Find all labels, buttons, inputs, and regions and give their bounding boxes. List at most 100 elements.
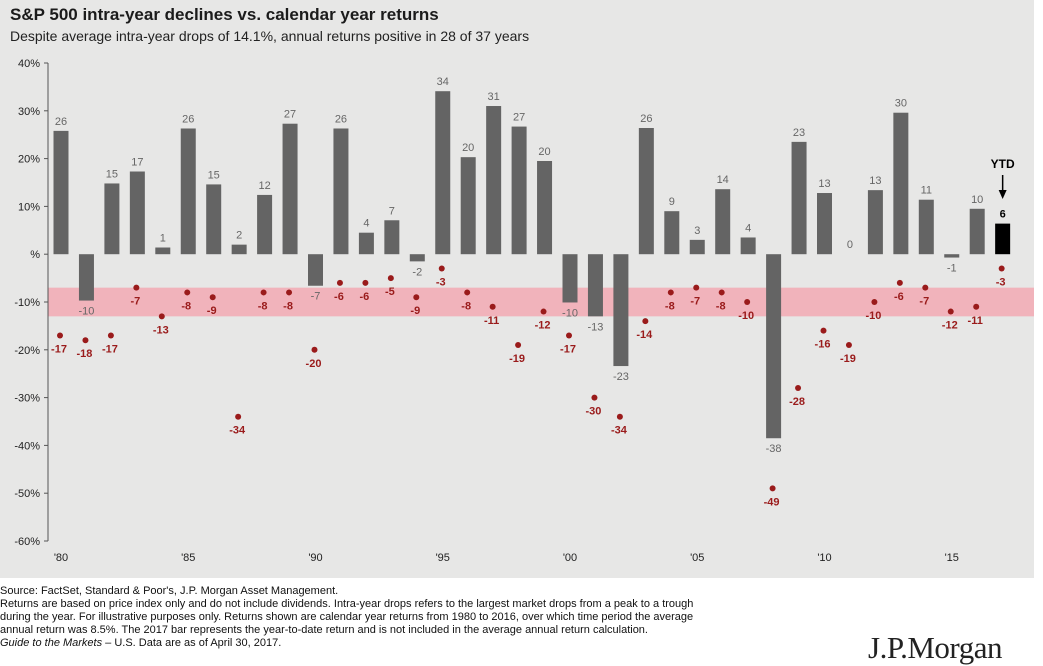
- decline-dot: [871, 299, 878, 305]
- return-label: 11: [921, 185, 932, 197]
- decline-label: -8: [665, 300, 675, 312]
- return-bar: [409, 254, 425, 262]
- return-label: -13: [587, 321, 603, 333]
- decline-dot: [413, 294, 420, 301]
- decline-dot: [998, 265, 1005, 272]
- y-tick-label: -40%: [14, 440, 40, 452]
- return-label: -38: [766, 443, 782, 455]
- decline-dot: [362, 279, 369, 286]
- return-label: 15: [208, 169, 220, 181]
- decline-dot: [566, 332, 572, 339]
- decline-dot: [107, 332, 114, 339]
- return-bar: [129, 171, 145, 255]
- footnote-line-2: during the year. For illustrative purpos…: [0, 611, 694, 623]
- decline-label: -6: [334, 291, 344, 303]
- decline-label: -14: [636, 329, 653, 341]
- return-bar: [638, 128, 654, 255]
- decline-label: -10: [865, 310, 881, 322]
- decline-dot: [820, 327, 827, 334]
- decline-label: -19: [840, 353, 856, 365]
- y-tick-label: 40%: [18, 58, 40, 70]
- decline-label: -8: [283, 300, 293, 312]
- return-label: 7: [389, 205, 395, 217]
- decline-label: -5: [385, 286, 395, 298]
- source-note: Source: FactSet, Standard & Poor's, J.P.…: [0, 585, 339, 597]
- x-tick-label: '10: [817, 552, 831, 564]
- return-bar: [53, 130, 69, 255]
- decline-dot: [845, 342, 852, 349]
- return-label: 20: [462, 142, 474, 154]
- decline-label: -8: [181, 300, 191, 312]
- footnote-line-1: Returns are based on price index only an…: [0, 598, 694, 610]
- guide-note: Guide to the Markets – U.S. Data are as …: [0, 637, 830, 650]
- chart-subtitle: Despite average intra-year drops of 14.1…: [10, 28, 530, 44]
- decline-dot: [184, 289, 191, 296]
- return-label: 0: [847, 239, 853, 251]
- return-label: 27: [513, 112, 525, 124]
- return-bar: [486, 106, 502, 255]
- decline-dot: [158, 313, 165, 320]
- decline-label: -19: [509, 353, 525, 365]
- return-bar: [180, 128, 196, 255]
- decline-label: -34: [229, 425, 246, 437]
- decline-label: -7: [919, 296, 929, 308]
- return-label: 10: [971, 194, 983, 206]
- return-label: 34: [437, 76, 449, 88]
- footnotes: Source: FactSet, Standard & Poor's, J.P.…: [0, 585, 830, 650]
- return-bar: [511, 126, 527, 255]
- decline-dot: [133, 284, 140, 291]
- decline-label: -13: [153, 324, 169, 336]
- x-tick-label: '85: [181, 552, 195, 564]
- return-bar: [155, 247, 171, 255]
- x-tick-label: '15: [945, 552, 959, 564]
- decline-dot: [260, 289, 267, 296]
- jpmorgan-logo: J.P.Morgan: [868, 630, 1002, 665]
- return-label: 17: [131, 157, 143, 169]
- return-bar: [435, 91, 451, 255]
- return-bar: [817, 193, 832, 255]
- return-label: -1: [947, 263, 957, 275]
- decline-dot: [667, 289, 674, 296]
- decline-dot: [616, 413, 623, 420]
- guide-date: – U.S. Data are as of April 30, 2017.: [102, 637, 282, 649]
- decline-label: -8: [258, 300, 268, 312]
- return-bar: [587, 254, 603, 317]
- decline-label: -12: [535, 320, 551, 332]
- return-label: 12: [258, 180, 270, 192]
- return-label: 26: [182, 113, 194, 125]
- return-bar: [893, 112, 909, 255]
- return-label: 9: [669, 196, 675, 208]
- decline-label: -49: [764, 496, 780, 508]
- return-bar: [791, 141, 807, 255]
- decline-dot: [642, 318, 649, 325]
- return-bar: [257, 194, 273, 255]
- decline-dot: [922, 284, 929, 291]
- return-bar: [460, 157, 476, 255]
- decline-dot: [387, 275, 394, 282]
- return-bar: [715, 189, 731, 255]
- y-tick-label: -50%: [14, 488, 40, 500]
- ytd-label: YTD: [991, 157, 1015, 171]
- y-tick-label: 10%: [18, 201, 40, 213]
- decline-label: -6: [360, 291, 370, 303]
- decline-label: -11: [484, 315, 499, 327]
- decline-label: -20: [306, 358, 322, 370]
- x-tick-label: '00: [563, 552, 577, 564]
- return-label: 4: [363, 218, 369, 230]
- decline-label: -17: [102, 343, 118, 355]
- decline-dot: [209, 294, 216, 301]
- x-tick-label: '80: [54, 552, 68, 564]
- decline-label: -9: [410, 305, 420, 317]
- decline-label: -11: [968, 315, 983, 327]
- decline-dot: [947, 308, 954, 315]
- return-bar: [740, 237, 756, 255]
- return-label: 3: [694, 225, 700, 237]
- decline-label: -30: [585, 406, 601, 418]
- decline-dot: [82, 337, 89, 344]
- return-label: 31: [488, 91, 500, 103]
- decline-label: -9: [207, 305, 217, 317]
- return-bar: [206, 184, 222, 255]
- decline-label: -17: [560, 343, 576, 355]
- y-tick-label: -60%: [14, 536, 40, 548]
- decline-dot: [718, 289, 725, 296]
